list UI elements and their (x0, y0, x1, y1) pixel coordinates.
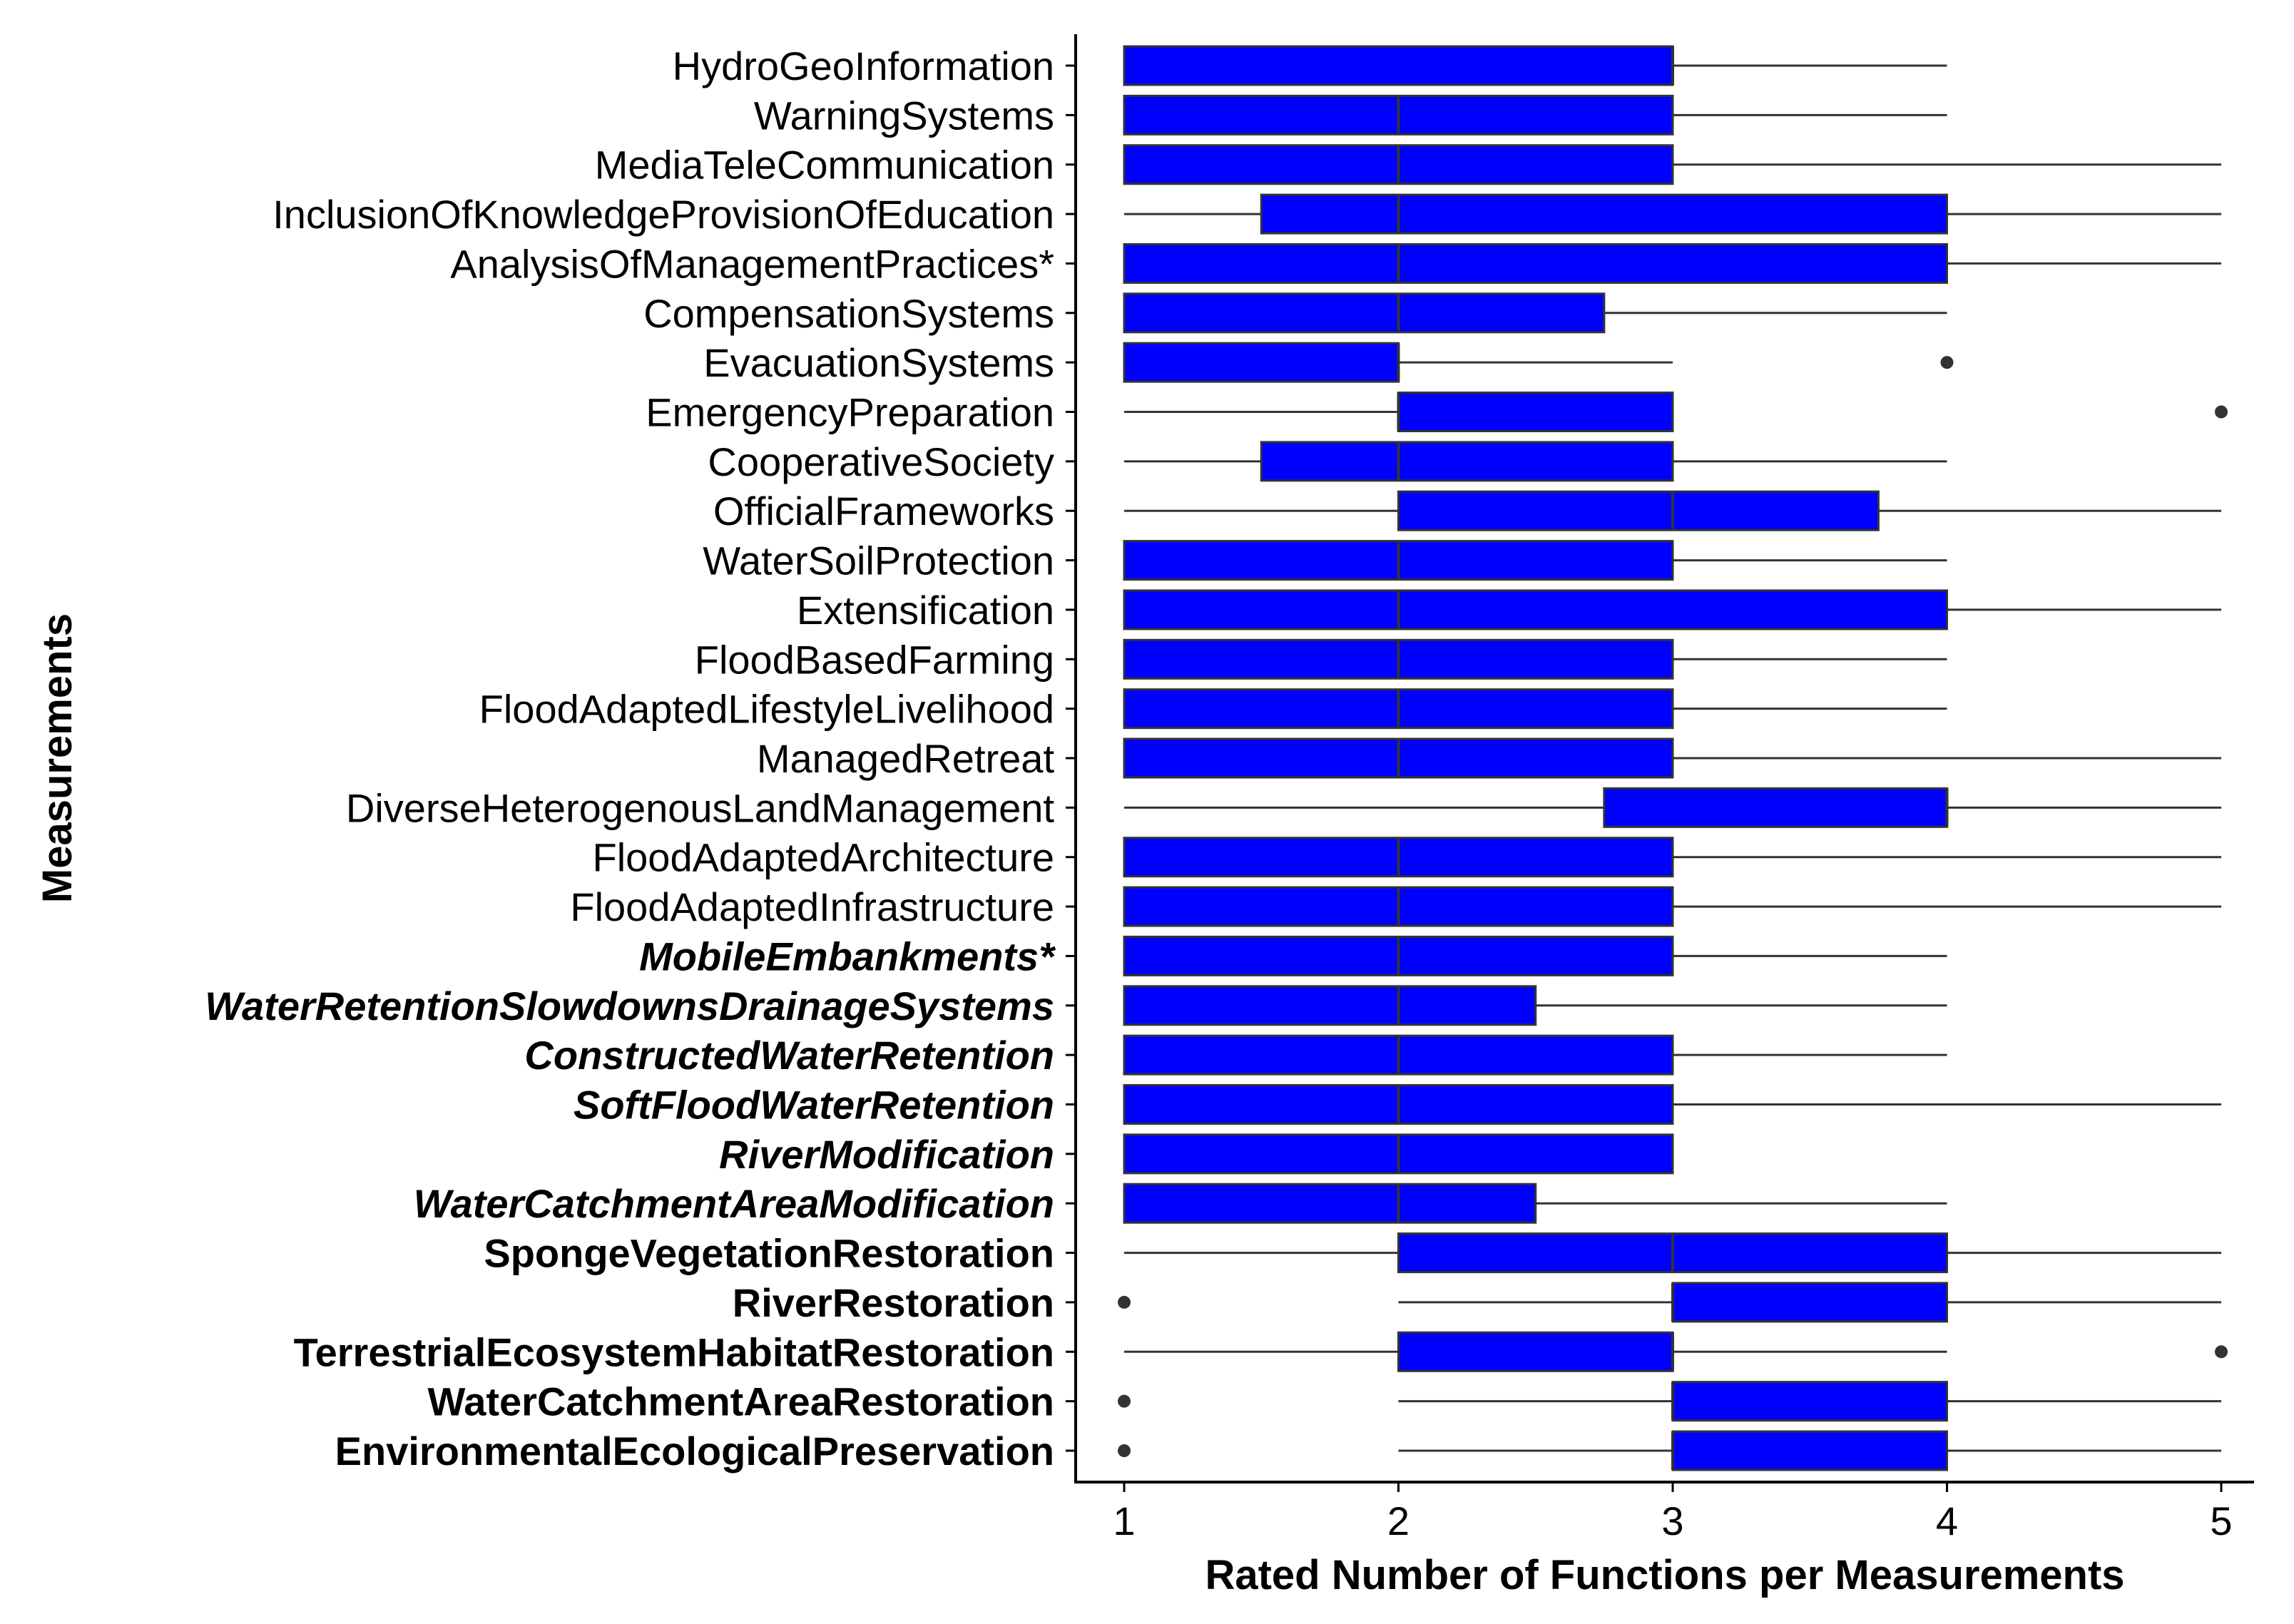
category-label-officialframeworks: OfficialFrameworks (713, 489, 1054, 533)
category-label-mediatelecommunication: MediaTeleCommunication (595, 143, 1054, 188)
category-label-floodadaptedlifestylelivelihood: FloodAdaptedLifestyleLivelihood (479, 687, 1054, 732)
box-hydrogeoinformation (1123, 45, 1674, 86)
box-extensification (1123, 589, 1948, 630)
category-label-spongevegetationrestoration: SpongeVegetationRestoration (484, 1231, 1054, 1276)
x-tick-label-3: 3 (1661, 1498, 1683, 1543)
category-label-floodadaptedinfrastructure: FloodAdaptedInfrastructure (570, 884, 1054, 929)
category-label-compensationsystems: CompensationSystems (643, 291, 1054, 336)
category-label-emergencypreparation: EmergencyPreparation (646, 390, 1054, 435)
category-label-softfloodwaterretention: SoftFloodWaterRetention (574, 1083, 1054, 1128)
outlier-evacuationsystems-0 (1940, 356, 1954, 369)
x-tick-label-2: 2 (1387, 1498, 1409, 1543)
category-label-extensification: Extensification (797, 588, 1054, 633)
category-label-waterretentionslowdownsdrainagesystems: WaterRetentionSlowdownsDrainageSystems (205, 984, 1054, 1028)
category-label-evacuationsystems: EvacuationSystems (703, 340, 1054, 385)
x-tick-label-4: 4 (1936, 1498, 1958, 1543)
box-watercatchmentarearestoration (1671, 1381, 1948, 1422)
box-terrestrialecosystemhabitatrestoration (1397, 1331, 1674, 1372)
category-label-floodbasedfarming: FloodBasedFarming (695, 637, 1054, 682)
box-diverseheterogenouslandmanagement (1603, 787, 1948, 828)
category-label-environmentalecologicalpreservation: EnvironmentalEcologicalPreservation (335, 1429, 1054, 1474)
box-officialframeworks (1397, 490, 1880, 531)
x-tick-label-1: 1 (1113, 1498, 1135, 1543)
box-compensationsystems (1123, 292, 1606, 334)
category-label-mobileembankments: MobileEmbankments* (639, 934, 1056, 979)
box-inclusionofknowledgeprovisionofeducation (1260, 193, 1948, 235)
outlier-environmentalecologicalpreservation-0 (1118, 1444, 1131, 1457)
category-label-watercatchmentarearestoration: WaterCatchmentAreaRestoration (427, 1379, 1054, 1424)
category-label-warningsystems: WarningSystems (754, 93, 1054, 138)
box-cooperativesociety (1260, 441, 1674, 482)
box-watercatchmentareamodification (1123, 1183, 1537, 1224)
x-axis-title: Rated Number of Functions per Measuremen… (1205, 1552, 2124, 1598)
x-ticks-layer: 1 2 3 4 5 (1113, 1482, 2233, 1543)
category-label-terrestrialecosystemhabitatrestoration: TerrestrialEcosystemHabitatRestoration (294, 1329, 1054, 1374)
box-waterretentionslowdownsdrainagesystems (1123, 985, 1537, 1026)
category-label-floodadaptedarchitecture: FloodAdaptedArchitecture (593, 835, 1055, 880)
category-labels-layer: HydroGeoInformation WarningSystems MediaTe… (205, 44, 1076, 1474)
box-analysisofmanagementpractices (1123, 242, 1948, 284)
category-label-inclusionofknowledgeprovisionofeducation: InclusionOfKnowledgeProvisionOfEducation (272, 192, 1054, 237)
outlier-emergencypreparation-0 (2215, 405, 2228, 419)
boxes-layer (1118, 45, 2228, 1471)
y-axis-title: Measurements (34, 613, 81, 903)
category-label-watersoilprotection: WaterSoilProtection (703, 538, 1054, 583)
category-label-diverseheterogenouslandmanagement: DiverseHeterogenousLandManagement (346, 785, 1055, 830)
box-evacuationsystems (1123, 342, 1400, 383)
category-label-hydrogeoinformation: HydroGeoInformation (673, 44, 1054, 88)
category-label-rivermodification: RiverModification (719, 1132, 1054, 1177)
category-label-analysisofmanagementpractices: AnalysisOfManagementPractices* (450, 241, 1054, 286)
outlier-watercatchmentarearestoration-0 (1118, 1394, 1131, 1408)
outlier-terrestrialecosystemhabitatrestoration-0 (2215, 1345, 2228, 1359)
box-emergencypreparation (1397, 392, 1674, 432)
outlier-riverrestoration-0 (1118, 1295, 1131, 1309)
x-tick-label-5: 5 (2210, 1498, 2232, 1543)
category-label-watercatchmentareamodification: WaterCatchmentAreaModification (414, 1181, 1054, 1226)
box-environmentalecologicalpreservation (1671, 1430, 1948, 1471)
category-label-managedretreat: ManagedRetreat (757, 736, 1055, 781)
category-label-riverrestoration: RiverRestoration (733, 1280, 1054, 1325)
category-label-constructedwaterretention: ConstructedWaterRetention (524, 1033, 1054, 1078)
category-label-cooperativesociety: CooperativeSociety (708, 439, 1054, 484)
box-riverrestoration (1671, 1282, 1948, 1323)
